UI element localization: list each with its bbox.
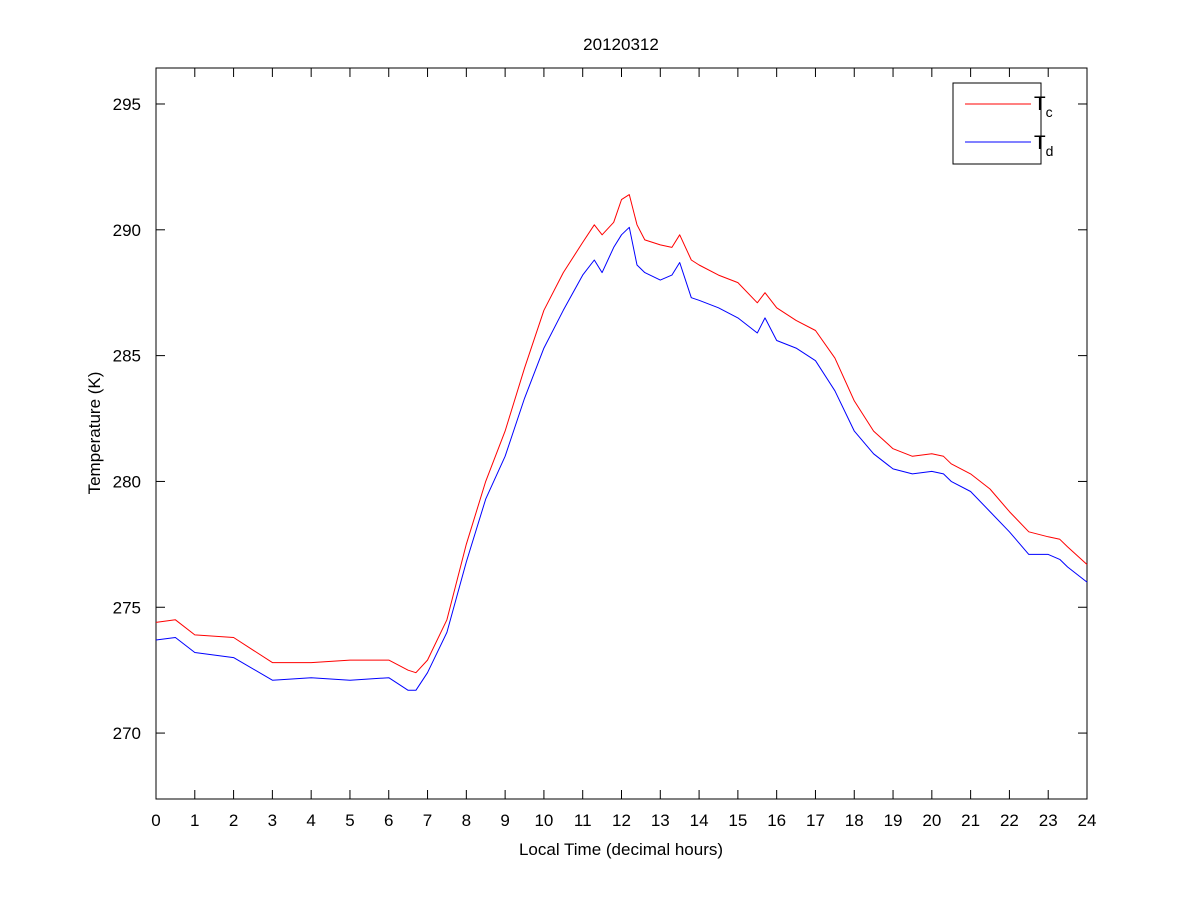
- x-tick-label: 9: [500, 811, 509, 830]
- x-tick-label: 16: [767, 811, 786, 830]
- series-line-tc: [155, 194, 1088, 674]
- y-tick-label: 280: [113, 472, 141, 491]
- x-tick-label: 22: [1000, 811, 1019, 830]
- x-tick-label: 0: [151, 811, 160, 830]
- x-tick-label: 21: [961, 811, 980, 830]
- x-tick-label: 19: [884, 811, 903, 830]
- x-tick-label: 7: [423, 811, 432, 830]
- y-axis-label: Temperature (K): [85, 372, 104, 495]
- x-tick-label: 24: [1078, 811, 1097, 830]
- x-tick-label: 18: [845, 811, 864, 830]
- legend-label-td: Td: [1034, 133, 1053, 159]
- x-tick-label: 8: [462, 811, 471, 830]
- legend-box: [952, 82, 1042, 165]
- legend: Tc Td: [952, 82, 1053, 165]
- plot-area: [155, 67, 1088, 800]
- x-tick-label: 10: [534, 811, 553, 830]
- x-tick-label: 12: [612, 811, 631, 830]
- x-tick-label: 14: [690, 811, 709, 830]
- x-tick-label: 1: [190, 811, 199, 830]
- y-tick-label: 275: [113, 598, 141, 617]
- y-tick-label: 270: [113, 724, 141, 743]
- x-axis-label: Local Time (decimal hours): [519, 840, 723, 859]
- chart-title: 20120312: [583, 35, 659, 54]
- x-tick-label: 6: [384, 811, 393, 830]
- x-tick-label: 11: [574, 811, 592, 830]
- axis-ticks: 0 1 2 3 4 5 6 7 8 9 10 11 12 13 14 15 16 17 18 19 20 21 22 23 24…: [113, 68, 1097, 830]
- x-tick-label: 3: [268, 811, 277, 830]
- y-tick-label: 295: [113, 95, 141, 114]
- series-lines: [155, 194, 1088, 691]
- legend-label-tc: Tc: [1034, 94, 1053, 120]
- y-tick-label: 290: [113, 221, 141, 240]
- x-tick-label: 5: [345, 811, 354, 830]
- x-tick-label: 2: [229, 811, 238, 830]
- x-tick-label: 4: [306, 811, 315, 830]
- x-tick-label: 17: [806, 811, 825, 830]
- x-tick-label: 23: [1039, 811, 1058, 830]
- series-line-td: [155, 226, 1088, 691]
- x-tick-label: 20: [922, 811, 941, 830]
- y-tick-label: 285: [113, 347, 141, 366]
- x-tick-label: 13: [651, 811, 670, 830]
- x-tick-label: 15: [728, 811, 747, 830]
